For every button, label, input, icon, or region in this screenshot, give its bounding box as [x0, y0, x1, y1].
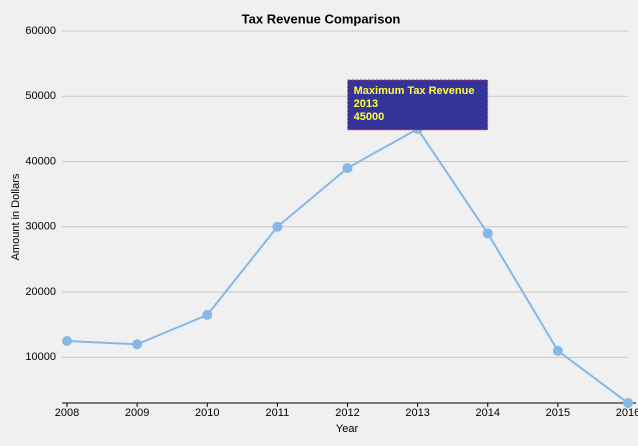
annotation-year: 2013 — [354, 98, 378, 110]
point — [482, 228, 493, 239]
point — [342, 163, 353, 174]
x-tick-label: 2009 — [125, 407, 149, 419]
y-tick-label: 10000 — [25, 351, 56, 363]
x-tick-label: 2012 — [335, 407, 359, 419]
x-tick-label: 2010 — [195, 407, 219, 419]
x-tick-label: 2016 — [616, 407, 638, 419]
point — [62, 336, 72, 346]
x-axis-label: Year — [336, 423, 359, 435]
point — [552, 345, 563, 356]
annotation-title: Maximum Tax Revenue — [354, 85, 475, 97]
x-tick-label: 2011 — [266, 407, 290, 419]
chart-title: Tax Revenue Comparison — [242, 11, 401, 26]
x-tick-label: 2008 — [55, 407, 79, 419]
y-tick-label: 20000 — [25, 286, 56, 298]
y-axis-label: Amount in Dollars — [10, 173, 22, 260]
y-tick-label: 40000 — [25, 155, 56, 167]
x-tick-label: 2014 — [476, 407, 500, 419]
point — [272, 221, 283, 232]
annotation-value: 45000 — [354, 111, 385, 123]
y-tick-label: 50000 — [25, 90, 56, 102]
point — [202, 309, 213, 320]
annotation-box — [347, 79, 489, 131]
point — [132, 339, 143, 350]
point — [623, 398, 633, 408]
y-tick-label: 60000 — [25, 25, 56, 37]
x-tick-label: 2013 — [405, 407, 429, 419]
y-tick-label: 30000 — [25, 221, 56, 233]
x-tick-label: 2015 — [546, 407, 570, 419]
